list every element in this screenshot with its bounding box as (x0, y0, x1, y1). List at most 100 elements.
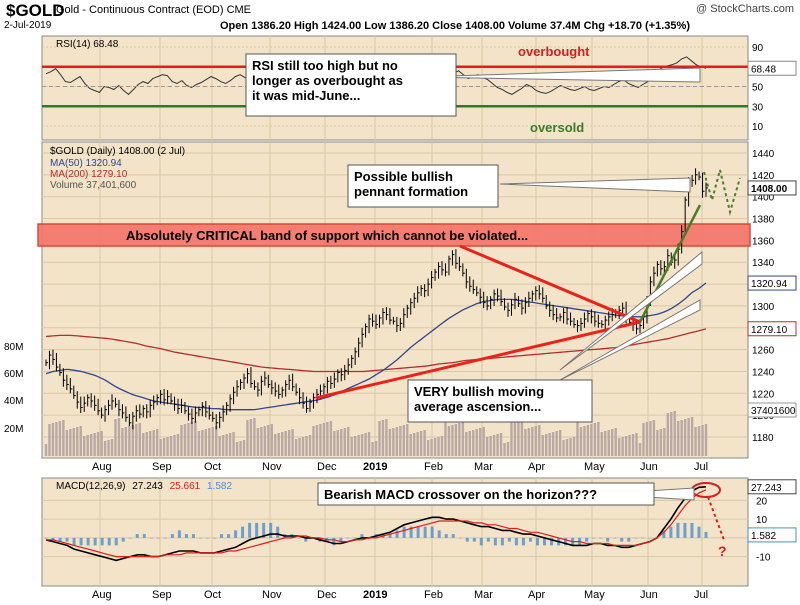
ma-annotation-line: VERY bullish moving (414, 384, 544, 399)
volume-bar (649, 421, 652, 456)
macd-hist-tag-box (747, 527, 797, 543)
volume-bar (128, 426, 131, 456)
volume-bar (645, 422, 649, 456)
volume-bar (489, 436, 492, 456)
volume-bar (392, 428, 395, 456)
rsi-axis-label: 90 (752, 43, 764, 54)
month-label-price: Feb (424, 461, 443, 473)
volume-bar (107, 440, 110, 456)
rsi-axis-label: 50 (752, 83, 764, 94)
volume-bar (590, 424, 593, 456)
price-axis-label: 1440 (752, 149, 775, 160)
volume-bar (694, 427, 697, 456)
volume-bar (142, 433, 145, 456)
volume-bar (586, 425, 590, 456)
close-tag-box (747, 180, 797, 196)
pennant-annotation-box (347, 164, 499, 208)
macd-hist-bar (205, 537, 209, 539)
volume-bar (340, 429, 343, 456)
month-label-macd: May (584, 589, 605, 601)
volume-bar (201, 430, 204, 456)
pennant-annotation-line: Possible bullish (354, 169, 453, 184)
pennant-annotation-line: pennant formation (354, 184, 468, 199)
macd-annotation-box (317, 482, 655, 506)
price-axis-label: 1240 (752, 367, 775, 378)
volume-bar (367, 432, 371, 456)
volume-bar (190, 422, 194, 456)
month-label-macd: Nov (262, 589, 282, 601)
volume-bar (430, 439, 433, 456)
volume-bar (611, 429, 614, 456)
volume-bar (517, 420, 520, 456)
signal-legend-value: 25.661 (170, 481, 201, 492)
volume-bar (343, 428, 346, 456)
macd-hist-bar (521, 537, 525, 546)
macd-hist-bar (416, 526, 420, 538)
price-legend-title: $GOLD (Daily) 1408.00 (2 Jul) (50, 146, 185, 157)
macd-hist-bar (213, 537, 217, 539)
volume-bar (583, 426, 586, 456)
month-label-price: Apr (528, 461, 545, 473)
macd-legend: MACD(12,26,9) 27.243 25.661 1.582 (56, 481, 232, 492)
macd-hist-bar (402, 526, 406, 538)
macd-hist-bar (662, 530, 666, 538)
month-label-macd: Sep (152, 589, 172, 601)
volume-bar (670, 412, 673, 456)
volume-bar (680, 420, 683, 456)
macd-hist-bar (93, 537, 97, 546)
volume-bar (298, 438, 301, 456)
macd-hist-bar (163, 537, 167, 539)
rsi-annotation-box (245, 53, 457, 117)
volume-bar (329, 421, 333, 456)
volume-bar (256, 428, 260, 456)
rsi-annotation-line: it was mid-June... (252, 88, 360, 103)
volume-bar (287, 430, 291, 456)
ma50-legend: MA(50) 1320.94 (50, 158, 122, 169)
volume-bar (319, 424, 322, 456)
volume-bar (336, 430, 339, 456)
volume-bar (461, 422, 465, 456)
macd-hist-bar (128, 537, 132, 539)
volume-bar (402, 425, 405, 456)
volume-bar (551, 432, 555, 456)
ma200-tag: 1279.10 (751, 325, 788, 336)
ma50-tag: 1320.94 (751, 279, 788, 290)
volume-bar (308, 435, 312, 456)
volume-bar (381, 420, 385, 456)
volume-bar (79, 426, 82, 456)
macd-legend-name: MACD(12,26,9) (56, 481, 125, 492)
macd-hist-bar (198, 537, 202, 539)
volume-bar (687, 418, 690, 456)
price-axis-label: 1400 (752, 193, 775, 204)
ma-callout-arrow-2 (559, 299, 701, 381)
macd-hist-bar (297, 537, 301, 539)
volume-bar (253, 418, 256, 456)
price-axis-label: 1380 (752, 215, 775, 226)
volume-bar (510, 422, 513, 456)
macd-hist-bar (444, 534, 448, 538)
macd-hist-bar (44, 537, 48, 539)
macd-hist-bar (599, 537, 603, 539)
month-label-macd: 2019 (363, 589, 387, 601)
volume-bar (499, 433, 503, 456)
volume-bar (472, 430, 475, 456)
volume-bar (347, 427, 350, 456)
volume-bar (659, 429, 663, 456)
volume-bar (270, 424, 273, 456)
macd-hist-bar (472, 537, 476, 542)
pennant-callout-arrow (499, 177, 691, 193)
volume-axis-label: 60M (4, 369, 23, 380)
rsi-value-tag: 68.48 (751, 64, 776, 75)
ma200-legend: MA(200) 1279.10 (50, 169, 128, 180)
volume-bar (364, 433, 367, 456)
macd-hist-bar (220, 534, 224, 538)
volume-bar (482, 427, 485, 456)
month-label-macd: Feb (424, 589, 443, 601)
volume-bar (357, 435, 360, 456)
volume-bar (350, 437, 353, 456)
macd-hist-bar (704, 531, 708, 538)
volume-bar (86, 435, 89, 456)
macd-hist-bar (683, 522, 687, 538)
macd-hist-bar (149, 537, 153, 539)
volume-bar (576, 417, 579, 456)
